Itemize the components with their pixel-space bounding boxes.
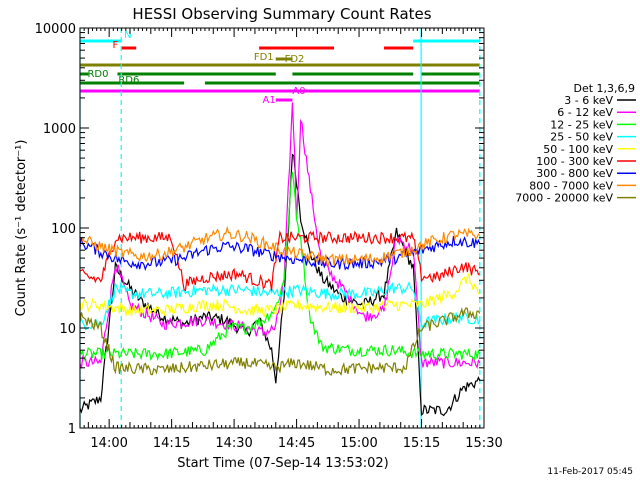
footer-timestamp: 11-Feb-2017 05:45 [547,467,633,477]
series-line-12-25-kev [79,171,481,363]
x-tick-label: 15:00 [340,436,377,451]
legend-label-25-50-kev: 25 - 50 keV [550,131,613,144]
y-tick-label: 10000 [35,22,76,37]
legend-label-100-300-kev: 100 - 300 keV [536,155,613,168]
x-tick-label: 14:30 [215,436,252,451]
legend-title: Det 1,3,6,9 [573,82,635,95]
y-tick-label: 1000 [43,122,76,137]
legend-label-300-800-kev: 300 - 800 keV [536,167,613,180]
flag-label-f: F [113,40,119,51]
legend-label-3-6-kev: 3 - 6 keV [564,94,613,107]
y-tick-label: 10 [59,322,76,337]
y-tick-label: 1 [68,422,76,437]
legend-label-7000-20000-kev: 7000 - 20000 keV [515,192,613,205]
axes: 14:00 14:15 14:30 14:45 15:00 15:15 15:30 1 10 10… [35,22,503,451]
flag-label-rd6: RD6 [118,75,139,86]
series-line-7000-20000-kev [79,307,481,377]
flag-label-fd1: FD1 [254,52,274,63]
series-line-3-6-kev [79,153,481,417]
x-tick-label: 14:45 [278,436,315,451]
chart-title: HESSI Observing Summary Count Rates [132,5,431,23]
flag-bars: NF FD1 FD2 RD0 RD6 A1 A0 [80,30,480,106]
attenuator-label-a0: A0 [292,86,305,97]
y-axis-label: Count Rate (s⁻¹ detector⁻¹) [14,140,29,317]
legend-label-50-100-kev: 50 - 100 keV [543,143,613,156]
flag-label-rd0: RD0 [87,69,108,80]
data-series [79,102,481,417]
x-tick-label: 14:00 [90,436,127,451]
attenuator-label-a1: A1 [263,95,276,106]
series-line-800-7000-kev [79,225,481,267]
flag-label-n: N [124,30,131,41]
series-line-50-100-kev [79,273,480,318]
legend-label-12-25-kev: 12 - 25 keV [550,118,613,131]
series-line-100-300-kev [79,229,481,292]
legend-label-800-7000-kev: 800 - 7000 keV [529,179,613,192]
flag-label-fd2: FD2 [285,54,305,65]
x-axis-label: Start Time (07-Sep-14 13:53:02) [177,456,388,471]
series-line-300-800-kev [79,236,481,272]
x-tick-label: 15:15 [403,436,440,451]
x-tick-label: 15:30 [465,436,502,451]
y-tick-label: 100 [51,222,76,237]
legend-label-6-12-kev: 6 - 12 keV [557,106,613,119]
x-tick-label: 14:15 [153,436,190,451]
series-line-25-50-kev [79,280,481,331]
